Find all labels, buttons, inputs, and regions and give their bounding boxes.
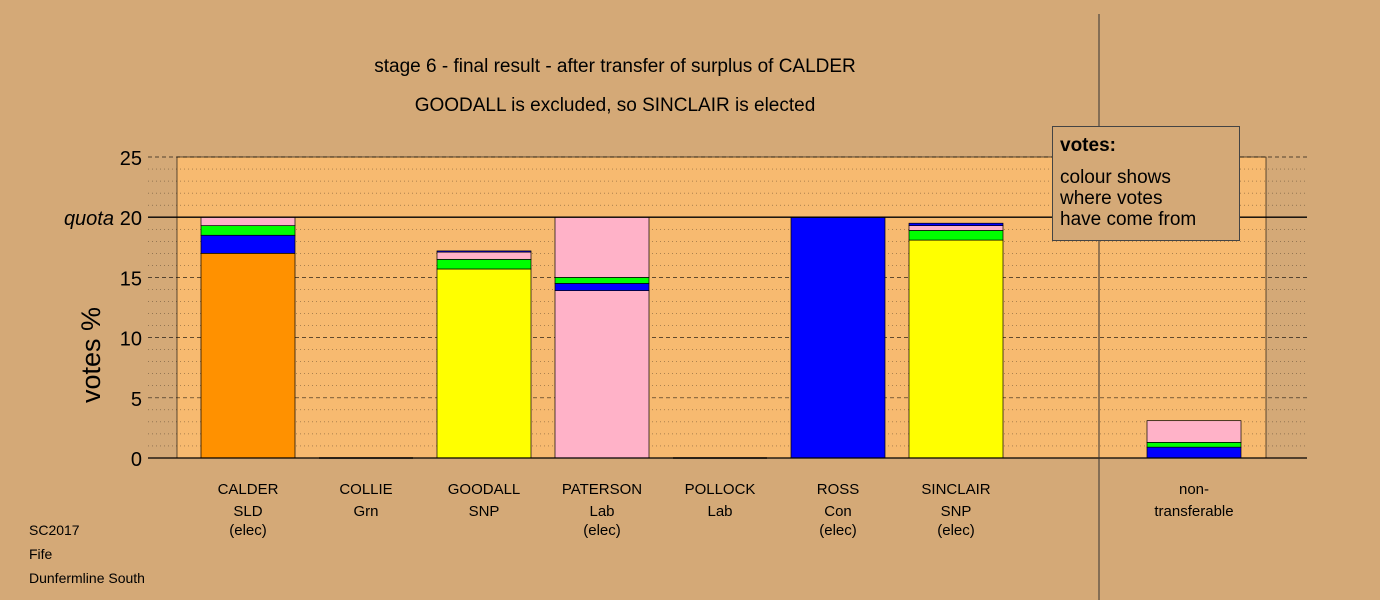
legend-line: have come from	[1060, 209, 1197, 230]
candidate-status: (elec)	[937, 522, 975, 539]
nontransferable-label: transferable	[1154, 503, 1233, 520]
bar-segment-lab	[908, 225, 1004, 231]
candidate-name: GOODALL	[448, 481, 521, 498]
footer-ward: Dunfermline South	[29, 570, 145, 586]
y-tick-label: 0	[131, 449, 142, 471]
bar-segment-lab	[200, 216, 296, 226]
bar-segment-sld	[200, 252, 296, 459]
candidate-name: POLLOCK	[685, 481, 756, 498]
candidate-name: PATERSON	[562, 481, 642, 498]
candidate-name: COLLIE	[339, 481, 392, 498]
candidate-name: CALDER	[218, 481, 279, 498]
bar-segment-snp	[436, 268, 532, 459]
bar-segment-grn	[436, 258, 532, 270]
bar-segment-con	[790, 216, 886, 459]
bar-segment-snp	[908, 239, 1004, 459]
legend-line: colour shows	[1060, 167, 1171, 188]
bar-segment-con	[908, 222, 1004, 226]
bar-segment-grn	[554, 277, 650, 284]
candidate-party: Lab	[707, 503, 732, 520]
candidate-party: Grn	[353, 503, 378, 520]
nontransferable-segment-con	[1146, 446, 1242, 459]
y-tick-label: 20	[120, 208, 142, 230]
bar-segment-con	[436, 250, 532, 253]
candidate-party: SLD	[233, 503, 262, 520]
bar-segment-grn	[908, 230, 1004, 241]
candidate-status: (elec)	[819, 522, 857, 539]
bar-segment-grn	[200, 225, 296, 236]
legend-line: where votes	[1060, 188, 1163, 209]
candidate-party: SNP	[469, 503, 500, 520]
nontransferable-segment-lab	[1146, 420, 1242, 443]
candidate-party: Con	[824, 503, 852, 520]
candidate-party: Lab	[589, 503, 614, 520]
legend-title: votes:	[1060, 135, 1116, 156]
bar-segment-lab	[554, 216, 650, 278]
candidate-status: (elec)	[583, 522, 621, 539]
bars	[200, 216, 1242, 459]
bar-segment-con	[200, 234, 296, 254]
candidate-party: SNP	[941, 503, 972, 520]
candidate-name: ROSS	[817, 481, 860, 498]
legend: votes: colour shows where votes have com…	[1052, 126, 1240, 241]
bar-segment-lab	[554, 290, 650, 459]
y-tick-label: 5	[131, 389, 142, 411]
candidate-name: SINCLAIR	[921, 481, 990, 498]
y-axis-label: votes %	[76, 307, 106, 403]
candidate-status: (elec)	[229, 522, 267, 539]
footer-election: SC2017	[29, 522, 80, 538]
labels: 0 5 10 15 20 25 quota CALDER SLD (elec) COLLIE Grn G…	[64, 148, 1234, 539]
quota-label: quota	[64, 208, 114, 230]
bar-segment-lab	[436, 251, 532, 260]
nontransferable-segment-grn	[1146, 441, 1242, 448]
footer-council: Fife	[29, 546, 53, 562]
chart-subtitle: GOODALL is excluded, so SINCLAIR is elec…	[415, 95, 816, 116]
y-tick-label: 10	[120, 329, 142, 351]
bar-segment-con	[554, 283, 650, 291]
chart-title: stage 6 - final result - after transfer …	[374, 56, 856, 77]
y-tick-label: 15	[120, 268, 142, 290]
nontransferable-label: non-	[1179, 481, 1209, 498]
y-tick-label: 25	[120, 148, 142, 170]
